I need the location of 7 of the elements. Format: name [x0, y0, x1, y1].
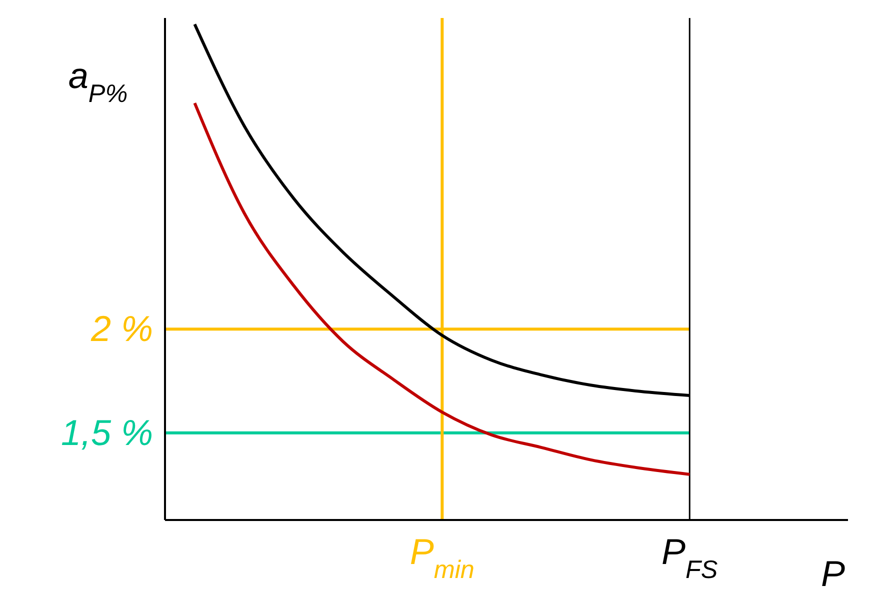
- y-tick-label: 2 %: [90, 308, 153, 350]
- x-tick-label: P$_{FS}$: [662, 531, 718, 584]
- x-axis-title: P: [820, 553, 846, 594]
- line-series: [193, 102, 692, 476]
- x-tick-label: P$_{min}$: [410, 531, 474, 584]
- y-axis-title: a$_{P%}$: [68, 55, 128, 108]
- y-tick-label: 1,5 %: [60, 412, 153, 453]
